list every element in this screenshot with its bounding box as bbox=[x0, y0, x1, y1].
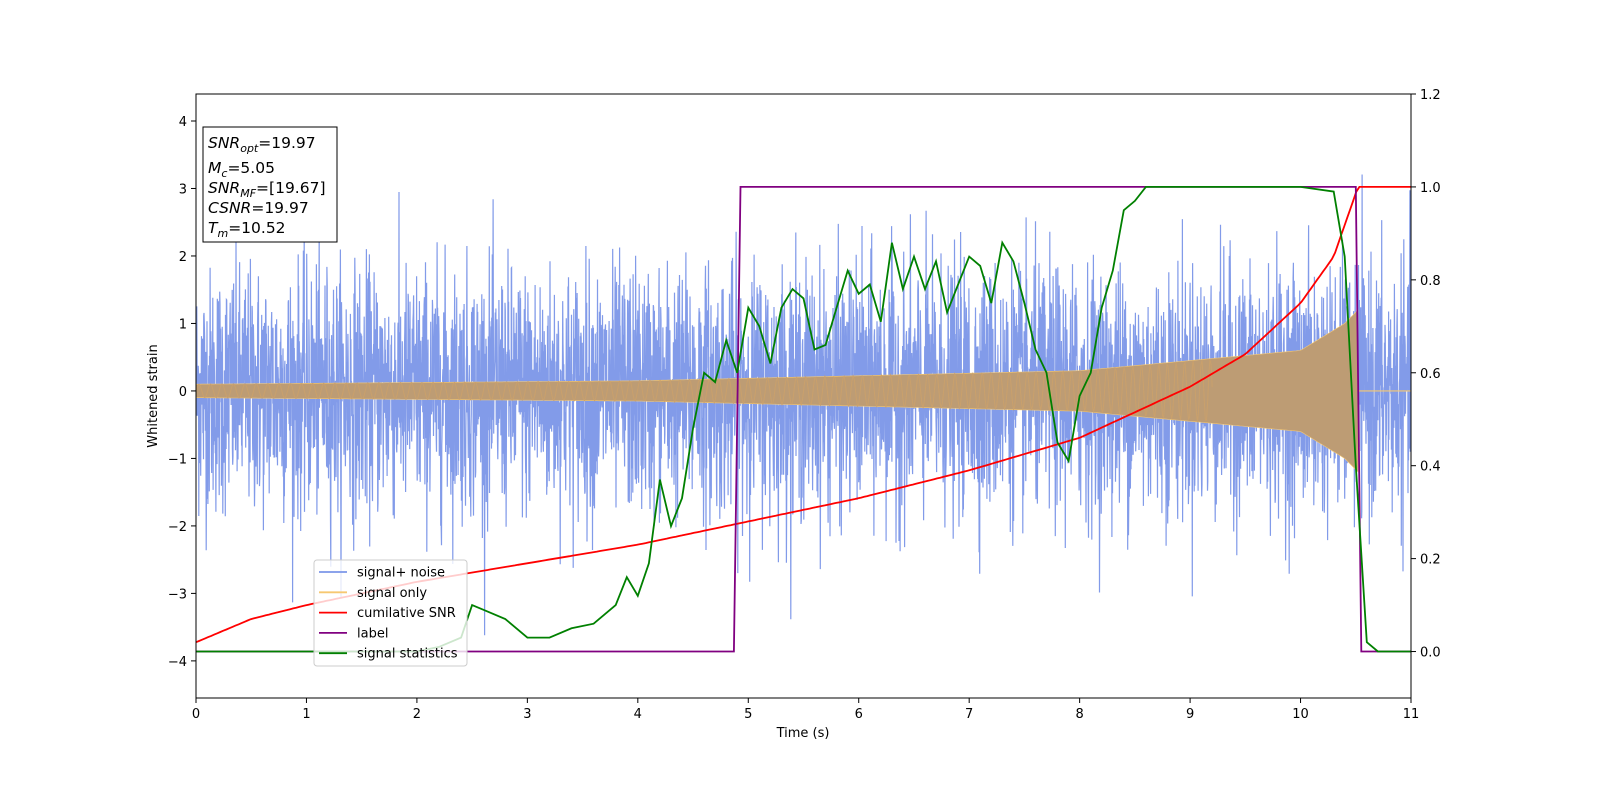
y-right-tick-label: 0.2 bbox=[1420, 553, 1441, 568]
y-left-tick-label: 2 bbox=[179, 250, 187, 265]
y-right-tick-label: 0.6 bbox=[1420, 367, 1441, 382]
x-tick-label: 2 bbox=[413, 707, 421, 722]
annotation-line: SNRopt=19.97 bbox=[208, 134, 316, 155]
legend-label: signal+ noise bbox=[357, 566, 445, 581]
y-left-tick-label: 4 bbox=[179, 115, 187, 130]
series-label bbox=[196, 186, 1411, 653]
legend-label: cumilative SNR bbox=[357, 606, 456, 621]
annotation-frame bbox=[202, 126, 338, 243]
y-left-tick-label: 3 bbox=[179, 182, 187, 197]
y-right-tick-label: 1.2 bbox=[1420, 88, 1441, 103]
y-right-tick-label: 0.8 bbox=[1420, 274, 1441, 289]
y-left-tick-label: −4 bbox=[168, 655, 187, 670]
y-left-tick-label: −1 bbox=[168, 452, 187, 467]
legend-item-signal-statistics: signal statistics bbox=[319, 647, 458, 662]
legend: signal+ noise signal only cumilative SNR la… bbox=[313, 559, 468, 667]
legend-label: signal statistics bbox=[357, 647, 458, 662]
legend-frame bbox=[313, 559, 468, 667]
y-left-tick-label: 1 bbox=[179, 317, 187, 332]
y-right-tick-label: 0.0 bbox=[1420, 646, 1441, 661]
x-tick-label: 11 bbox=[1403, 707, 1420, 722]
y-left-tick-label: −2 bbox=[168, 520, 187, 535]
x-axis-label: Time (s) bbox=[776, 726, 830, 741]
y-axis-label: Whitened strain bbox=[146, 344, 161, 447]
x-tick-label: 0 bbox=[192, 707, 200, 722]
series-signal-statistics bbox=[196, 186, 1411, 653]
x-tick-label: 3 bbox=[523, 707, 531, 722]
x-tick-label: 4 bbox=[634, 707, 642, 722]
annotation-box: SNRopt=19.97 Mc=5.05SNRMF=[19.67]CSNR=19.… bbox=[202, 126, 338, 243]
legend-item-signal-noise: signal+ noise bbox=[319, 566, 445, 581]
x-tick-label: 6 bbox=[855, 707, 863, 722]
annotation-line: Tm=10.52 bbox=[208, 219, 286, 240]
x-tick-label: 8 bbox=[1075, 707, 1083, 722]
legend-label: signal only bbox=[357, 586, 427, 601]
annotation-line: CSNR=19.97 bbox=[208, 199, 309, 217]
annotation-line: Mc=5.05 bbox=[208, 159, 275, 180]
legend-label: label bbox=[357, 626, 388, 641]
x-tick-label: 7 bbox=[965, 707, 973, 722]
y-left-tick-label: −3 bbox=[168, 587, 187, 602]
x-tick-label: 1 bbox=[302, 707, 310, 722]
y-right-tick-label: 0.4 bbox=[1420, 460, 1441, 475]
legend-item-label: label bbox=[319, 626, 388, 641]
x-tick-label: 5 bbox=[744, 707, 752, 722]
legend-item-signal-only: signal only bbox=[319, 586, 427, 601]
series-signal-only bbox=[196, 309, 1359, 473]
plot-frame bbox=[195, 93, 1412, 699]
annotation-line: SNRMF=[19.67] bbox=[208, 179, 326, 200]
signal-oscillation bbox=[196, 359, 1213, 422]
legend-item-cumulative-snr: cumilative SNR bbox=[319, 606, 456, 621]
x-tick-label: 9 bbox=[1186, 707, 1194, 722]
x-tick-label: 10 bbox=[1292, 707, 1309, 722]
y-left-tick-label: 0 bbox=[179, 385, 187, 400]
y-right-tick-label: 1.0 bbox=[1420, 181, 1441, 196]
